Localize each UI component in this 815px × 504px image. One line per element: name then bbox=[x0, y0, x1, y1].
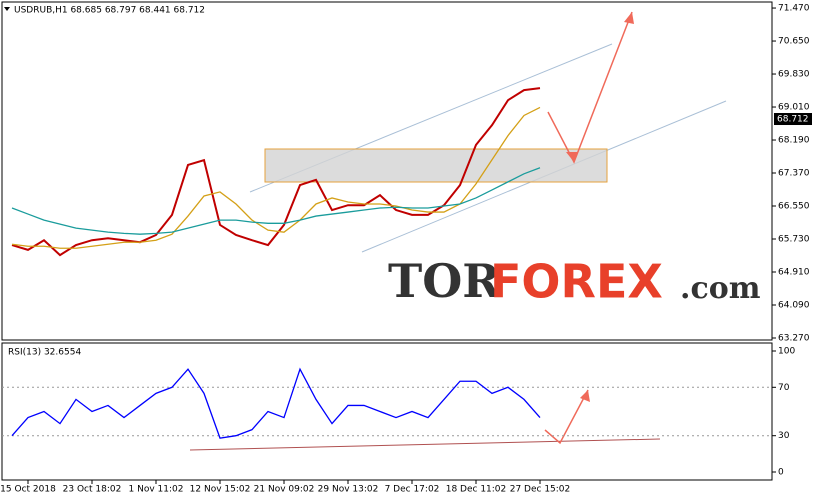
x-tick-label: 23 Oct 18:02 bbox=[63, 485, 122, 495]
zone bbox=[264, 148, 608, 183]
y-tick-label: 70 bbox=[778, 383, 790, 393]
y-tick-label: 70.650 bbox=[778, 37, 810, 47]
series-line bbox=[11, 367, 541, 439]
y-tick-label: 100 bbox=[778, 346, 795, 356]
y-tick-label: 68.190 bbox=[778, 136, 810, 146]
x-tick-label: 29 Nov 13:02 bbox=[318, 485, 379, 495]
last-price-box bbox=[774, 113, 812, 126]
series-line bbox=[11, 167, 541, 235]
rsi-pane bbox=[1, 342, 773, 481]
arrow-head bbox=[566, 152, 578, 162]
x-tick-label: 15 Oct 2018 bbox=[0, 485, 56, 495]
x-tick-label: 1 Nov 11:02 bbox=[129, 485, 184, 495]
y-tick-label: 30 bbox=[778, 431, 790, 441]
x-tick-label: 27 Dec 15:02 bbox=[510, 485, 571, 495]
x-tick-label: 12 Nov 15:02 bbox=[190, 485, 251, 495]
series-line bbox=[11, 106, 541, 249]
watermark-text: .com bbox=[680, 271, 761, 306]
y-tick-label: 69.010 bbox=[778, 103, 810, 113]
forecast-arrow bbox=[544, 389, 589, 445]
watermark-text: FOREX bbox=[490, 255, 663, 309]
watermark: TOR FOREX .com bbox=[388, 254, 761, 309]
trend-line bbox=[189, 438, 661, 451]
y-tick-label: 64.090 bbox=[778, 300, 810, 310]
y-tick-label: 65.730 bbox=[778, 235, 810, 245]
rsi-title: RSI(13) 32.6554 bbox=[8, 348, 81, 358]
y-tick-label: 0 bbox=[778, 468, 784, 478]
y-tick-label: 71.470 bbox=[778, 4, 810, 14]
forecast-arrow bbox=[547, 11, 633, 164]
drawings bbox=[189, 11, 727, 451]
last-price-label: 68.712 bbox=[777, 115, 809, 125]
x-tick-label: 7 Dec 17:02 bbox=[385, 485, 440, 495]
y-tick-label: 63.270 bbox=[778, 333, 810, 343]
y-tick-label: 67.370 bbox=[778, 169, 810, 179]
y-tick-label: 69.830 bbox=[778, 70, 810, 80]
chart-title: USDRUB,H1 68.685 68.797 68.441 68.712 bbox=[14, 6, 205, 16]
y-tick-label: 66.550 bbox=[778, 202, 810, 212]
series-line bbox=[11, 87, 541, 257]
menu-icon bbox=[4, 7, 10, 11]
x-tick-label: 18 Dec 11:02 bbox=[446, 485, 507, 495]
y-tick-label: 64.910 bbox=[778, 267, 810, 277]
watermark-text: TOR bbox=[388, 254, 501, 308]
price-pane bbox=[1, 1, 773, 341]
arrow-head bbox=[580, 390, 590, 402]
x-tick-label: 21 Nov 09:02 bbox=[254, 485, 315, 495]
arrow-head bbox=[624, 12, 634, 24]
